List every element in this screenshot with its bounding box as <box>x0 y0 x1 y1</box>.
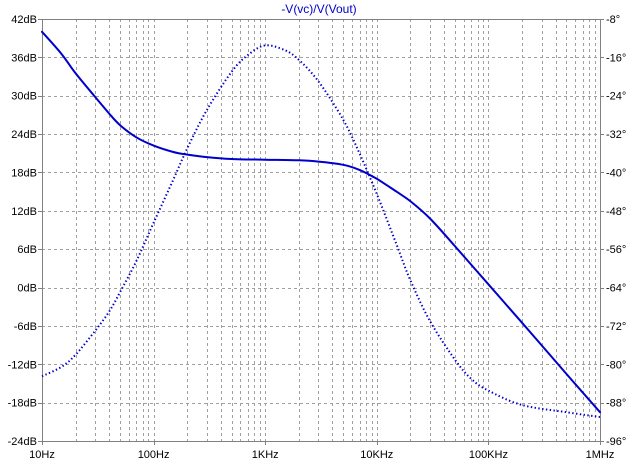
left-tick-label: 30dB <box>11 91 37 103</box>
left-tick-label: -24dB <box>8 436 37 448</box>
left-tick-label: 6dB <box>17 244 37 256</box>
left-tick-label: -18dB <box>8 398 37 410</box>
right-tick-label: -80° <box>606 359 626 371</box>
right-tick-label: -16° <box>606 52 626 64</box>
right-tick-label: -56° <box>606 244 626 256</box>
right-tick-label: -8° <box>606 14 620 26</box>
x-tick-label: 1KHz <box>252 449 279 461</box>
x-tick-label: 100Hz <box>138 449 170 461</box>
series <box>41 30 601 418</box>
left-tick-label: 0dB <box>17 283 37 295</box>
x-tick-label: 10KHz <box>360 449 393 461</box>
x-axis-ticks: 10Hz 100Hz 1KHz 10KHz 100KHz 1MHz <box>29 441 614 461</box>
phase-trace <box>41 44 601 418</box>
left-tick-label: 12dB <box>11 206 37 218</box>
right-tick-label: -32° <box>606 129 626 141</box>
right-tick-label: -40° <box>606 167 626 179</box>
left-tick-label: 36dB <box>11 52 37 64</box>
right-tick-label: -88° <box>606 398 626 410</box>
grid <box>42 19 600 441</box>
right-tick-label: -96° <box>606 436 626 448</box>
x-tick-label: 1MHz <box>586 449 615 461</box>
left-tick-label: 24dB <box>11 129 37 141</box>
left-tick-label: 42dB <box>11 14 37 26</box>
left-tick-label: -6dB <box>14 321 37 333</box>
right-tick-label: -24° <box>606 91 626 103</box>
plot-frame <box>42 19 601 442</box>
left-tick-label: -12dB <box>8 359 37 371</box>
right-tick-label: -48° <box>606 206 626 218</box>
x-tick-label: 10Hz <box>29 449 55 461</box>
right-axis-ticks: -8° -16° -24° -32° -40° -48° -56° -64° -72° -80° -… <box>600 14 626 448</box>
chart-title: -V(vc)/V(Vout) <box>281 2 356 16</box>
left-axis-ticks: 42dB 36dB 30dB 24dB 18dB 12dB 6dB 0dB -6dB -12dB -… <box>8 14 42 448</box>
right-tick-label: -72° <box>606 321 626 333</box>
right-tick-label: -64° <box>606 283 626 295</box>
x-tick-label: 100KHz <box>469 449 508 461</box>
magnitude-trace <box>41 30 601 414</box>
left-tick-label: 18dB <box>11 167 37 179</box>
